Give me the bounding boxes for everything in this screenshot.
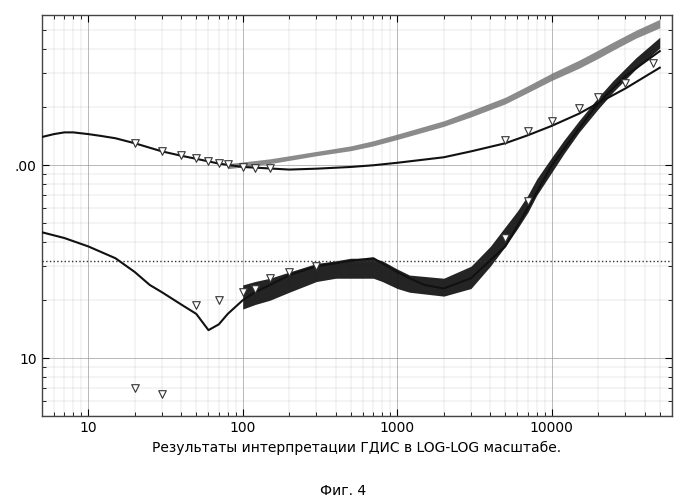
Point — [214, 159, 225, 167]
Point — [620, 78, 631, 86]
Point — [499, 234, 510, 242]
Point — [237, 163, 248, 171]
X-axis label: Результаты интерпретации ГДИС в LOG-LOG масштабе.: Результаты интерпретации ГДИС в LOG-LOG … — [153, 441, 561, 455]
Point — [593, 94, 604, 102]
Point — [284, 268, 295, 276]
Point — [546, 117, 557, 125]
Point — [191, 154, 202, 162]
Point — [223, 160, 234, 168]
Point — [129, 384, 140, 392]
Text: Фиг. 4: Фиг. 4 — [320, 484, 367, 498]
Point — [249, 284, 260, 292]
Point — [264, 274, 275, 282]
Point — [574, 104, 585, 112]
Point — [191, 300, 202, 308]
Point — [129, 140, 140, 147]
Point — [647, 58, 658, 66]
Point — [157, 390, 168, 398]
Point — [203, 157, 214, 165]
Point — [522, 198, 533, 205]
Point — [249, 164, 260, 172]
Point — [157, 148, 168, 156]
Point — [311, 262, 322, 270]
Point — [522, 128, 533, 136]
Point — [237, 288, 248, 296]
Point — [264, 164, 275, 172]
Point — [499, 136, 510, 144]
Point — [214, 296, 225, 304]
Point — [176, 151, 187, 159]
